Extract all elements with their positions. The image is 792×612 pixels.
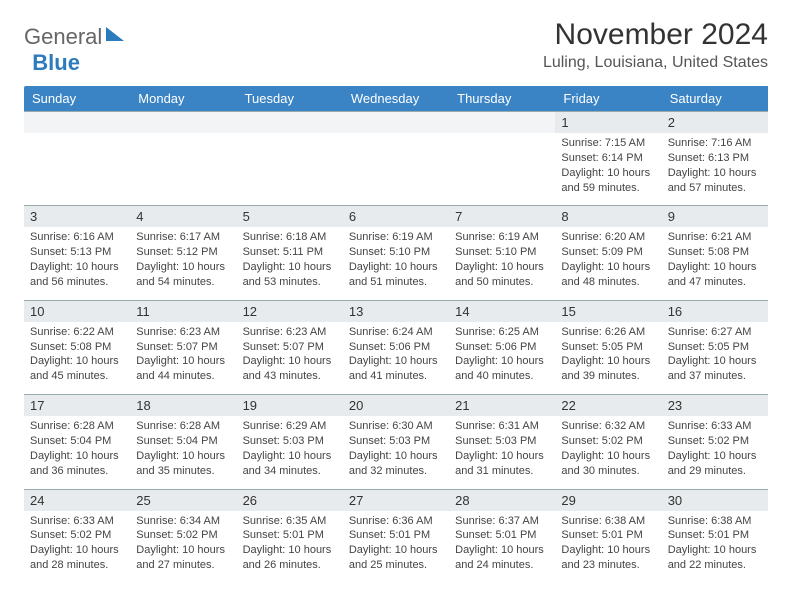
day-detail-row: Sunrise: 6:33 AMSunset: 5:02 PMDaylight:…: [24, 511, 768, 583]
day-detail: Sunrise: 6:38 AMSunset: 5:01 PMDaylight:…: [662, 511, 768, 583]
location: Luling, Louisiana, United States: [543, 54, 768, 72]
day-header: Saturday: [662, 86, 768, 112]
day-number-row: 10111213141516: [24, 300, 768, 322]
day-number: 4: [130, 206, 236, 228]
day-detail: Sunrise: 6:35 AMSunset: 5:01 PMDaylight:…: [237, 511, 343, 583]
day-number: 5: [237, 206, 343, 228]
month-title: November 2024: [543, 18, 768, 52]
day-detail: Sunrise: 7:15 AMSunset: 6:14 PMDaylight:…: [555, 133, 661, 206]
day-number-row: 3456789: [24, 206, 768, 228]
day-number: 1: [555, 112, 661, 134]
day-number: 21: [449, 395, 555, 417]
day-number: 2: [662, 112, 768, 134]
day-number: [130, 112, 236, 134]
calendar-table: SundayMondayTuesdayWednesdayThursdayFrid…: [24, 86, 768, 583]
day-number: 11: [130, 300, 236, 322]
day-number: 25: [130, 489, 236, 511]
day-number: 13: [343, 300, 449, 322]
day-number: [237, 112, 343, 134]
day-detail: Sunrise: 6:19 AMSunset: 5:10 PMDaylight:…: [449, 227, 555, 300]
day-detail: [24, 133, 130, 206]
day-detail: [343, 133, 449, 206]
day-detail: Sunrise: 6:18 AMSunset: 5:11 PMDaylight:…: [237, 227, 343, 300]
day-number-row: 17181920212223: [24, 395, 768, 417]
day-detail: [130, 133, 236, 206]
day-number: 10: [24, 300, 130, 322]
day-number: 15: [555, 300, 661, 322]
title-block: November 2024 Luling, Louisiana, United …: [543, 18, 768, 72]
day-detail: Sunrise: 6:28 AMSunset: 5:04 PMDaylight:…: [130, 416, 236, 489]
day-number: 9: [662, 206, 768, 228]
day-number: 30: [662, 489, 768, 511]
day-header: Tuesday: [237, 86, 343, 112]
day-detail: Sunrise: 6:16 AMSunset: 5:13 PMDaylight:…: [24, 227, 130, 300]
day-detail: Sunrise: 6:28 AMSunset: 5:04 PMDaylight:…: [24, 416, 130, 489]
logo-icon: [106, 27, 124, 41]
day-number: 3: [24, 206, 130, 228]
day-detail: Sunrise: 7:16 AMSunset: 6:13 PMDaylight:…: [662, 133, 768, 206]
day-number: 17: [24, 395, 130, 417]
day-detail: Sunrise: 6:26 AMSunset: 5:05 PMDaylight:…: [555, 322, 661, 395]
day-number: 29: [555, 489, 661, 511]
day-detail: Sunrise: 6:36 AMSunset: 5:01 PMDaylight:…: [343, 511, 449, 583]
day-number: 7: [449, 206, 555, 228]
day-detail: Sunrise: 6:38 AMSunset: 5:01 PMDaylight:…: [555, 511, 661, 583]
day-number: 12: [237, 300, 343, 322]
day-detail: Sunrise: 6:30 AMSunset: 5:03 PMDaylight:…: [343, 416, 449, 489]
day-number: 20: [343, 395, 449, 417]
day-number: [343, 112, 449, 134]
day-detail: Sunrise: 6:34 AMSunset: 5:02 PMDaylight:…: [130, 511, 236, 583]
day-number-row: 24252627282930: [24, 489, 768, 511]
day-detail: Sunrise: 6:23 AMSunset: 5:07 PMDaylight:…: [130, 322, 236, 395]
day-detail: [449, 133, 555, 206]
day-number: 27: [343, 489, 449, 511]
day-number: 8: [555, 206, 661, 228]
day-number: 6: [343, 206, 449, 228]
logo-text-blue: Blue: [32, 50, 80, 76]
day-detail: Sunrise: 6:17 AMSunset: 5:12 PMDaylight:…: [130, 227, 236, 300]
day-header: Thursday: [449, 86, 555, 112]
day-detail-row: Sunrise: 7:15 AMSunset: 6:14 PMDaylight:…: [24, 133, 768, 206]
day-detail: Sunrise: 6:37 AMSunset: 5:01 PMDaylight:…: [449, 511, 555, 583]
day-number: 14: [449, 300, 555, 322]
day-detail: Sunrise: 6:31 AMSunset: 5:03 PMDaylight:…: [449, 416, 555, 489]
day-detail: [237, 133, 343, 206]
logo: General: [24, 24, 124, 50]
day-detail: Sunrise: 6:20 AMSunset: 5:09 PMDaylight:…: [555, 227, 661, 300]
day-detail: Sunrise: 6:19 AMSunset: 5:10 PMDaylight:…: [343, 227, 449, 300]
day-number: 26: [237, 489, 343, 511]
day-number: 16: [662, 300, 768, 322]
logo-text-general: General: [24, 24, 102, 50]
day-header: Sunday: [24, 86, 130, 112]
day-detail-row: Sunrise: 6:28 AMSunset: 5:04 PMDaylight:…: [24, 416, 768, 489]
day-detail: Sunrise: 6:23 AMSunset: 5:07 PMDaylight:…: [237, 322, 343, 395]
day-detail: Sunrise: 6:32 AMSunset: 5:02 PMDaylight:…: [555, 416, 661, 489]
day-number: 23: [662, 395, 768, 417]
day-header: Wednesday: [343, 86, 449, 112]
day-number: [24, 112, 130, 134]
day-detail: Sunrise: 6:29 AMSunset: 5:03 PMDaylight:…: [237, 416, 343, 489]
day-detail: Sunrise: 6:33 AMSunset: 5:02 PMDaylight:…: [662, 416, 768, 489]
day-number: 24: [24, 489, 130, 511]
day-number: 18: [130, 395, 236, 417]
day-number-row: 12: [24, 112, 768, 134]
day-header: Monday: [130, 86, 236, 112]
day-detail: Sunrise: 6:24 AMSunset: 5:06 PMDaylight:…: [343, 322, 449, 395]
day-detail: Sunrise: 6:22 AMSunset: 5:08 PMDaylight:…: [24, 322, 130, 395]
day-number: 19: [237, 395, 343, 417]
day-detail: Sunrise: 6:27 AMSunset: 5:05 PMDaylight:…: [662, 322, 768, 395]
day-number: 22: [555, 395, 661, 417]
day-detail-row: Sunrise: 6:22 AMSunset: 5:08 PMDaylight:…: [24, 322, 768, 395]
day-detail-row: Sunrise: 6:16 AMSunset: 5:13 PMDaylight:…: [24, 227, 768, 300]
day-detail: Sunrise: 6:33 AMSunset: 5:02 PMDaylight:…: [24, 511, 130, 583]
day-number: 28: [449, 489, 555, 511]
day-header: Friday: [555, 86, 661, 112]
day-number: [449, 112, 555, 134]
day-detail: Sunrise: 6:25 AMSunset: 5:06 PMDaylight:…: [449, 322, 555, 395]
day-detail: Sunrise: 6:21 AMSunset: 5:08 PMDaylight:…: [662, 227, 768, 300]
day-header-row: SundayMondayTuesdayWednesdayThursdayFrid…: [24, 86, 768, 112]
